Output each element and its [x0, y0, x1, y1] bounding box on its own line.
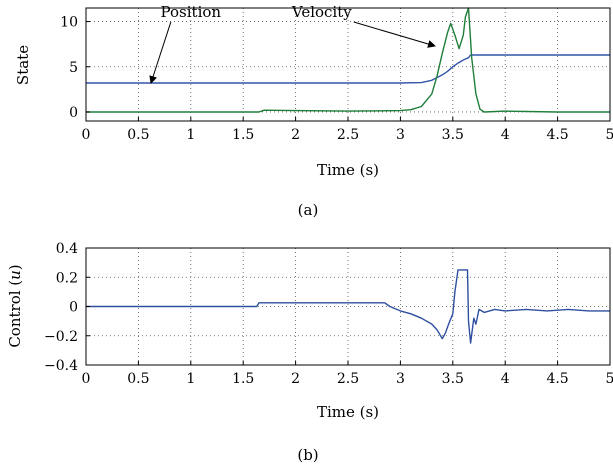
x-tick-label: 2.5 — [337, 127, 359, 143]
x-tick-label: 1.5 — [232, 371, 254, 387]
ticks-b: 0 0.5 1 1.5 2 2.5 3 3.5 4 4.5 5 0.4 0.2 0 −0.2 −0.4 — [44, 241, 613, 387]
x-tick-label: 4 — [501, 127, 510, 143]
y-tick-label: 0.2 — [56, 270, 78, 286]
x-tick-label: 5 — [606, 371, 613, 387]
annotation-label: Position — [161, 3, 222, 21]
x-tick-label: 0.5 — [127, 371, 149, 387]
x-tick-label: 4.5 — [546, 127, 568, 143]
series-b — [86, 269, 610, 344]
x-tick-label: 5 — [606, 127, 613, 143]
x-tick-label: 1.5 — [232, 127, 254, 143]
ticks-a: 0 0.5 1 1.5 2 2.5 3 3.5 4 4.5 5 0 5 10 — [60, 15, 613, 143]
x-tick-label: 1 — [186, 371, 195, 387]
x-tick-label: 3.5 — [442, 127, 464, 143]
x-tick-label: 0.5 — [127, 127, 149, 143]
annotations-a: Position Velocity — [149, 3, 436, 84]
x-tick-label: 4.5 — [546, 371, 568, 387]
x-tick-label: 0 — [82, 371, 91, 387]
x-axis-label-b: Time (s) — [317, 403, 379, 421]
panel-a: 0 0.5 1 1.5 2 2.5 3 3.5 4 4.5 5 0 5 10 Position Veloci… — [14, 3, 613, 219]
series-a — [86, 7, 610, 113]
x-tick-label: 3 — [396, 127, 405, 143]
x-tick-label: 0 — [82, 127, 91, 143]
x-tick-label: 3 — [396, 371, 405, 387]
x-tick-label: 2 — [291, 127, 300, 143]
y-tick-label: 5 — [69, 60, 78, 76]
y-tick-label: 10 — [60, 15, 78, 31]
series-line-b-0 — [86, 269, 610, 344]
series-line-a-1 — [86, 7, 610, 113]
annotation-arrow — [149, 21, 172, 84]
x-tick-label: 2 — [291, 371, 300, 387]
caption-a: (a) — [298, 201, 319, 219]
y-axis-label-a: State — [14, 45, 32, 85]
y-tick-label: −0.2 — [44, 329, 78, 345]
annotation-arrow — [353, 21, 436, 48]
series-line-a-0 — [86, 54, 610, 84]
y-tick-label: 0.4 — [56, 241, 78, 257]
y-axis-label-b: Control (u) — [6, 264, 24, 347]
panel-b: 0 0.5 1 1.5 2 2.5 3 3.5 4 4.5 5 0.4 0.2 0 −0.2 −0.4 Tim… — [6, 241, 613, 464]
x-tick-label: 4 — [501, 371, 510, 387]
annotation-label: Velocity — [291, 3, 352, 21]
x-tick-label: 1 — [186, 127, 195, 143]
x-tick-label: 3.5 — [442, 371, 464, 387]
y-tick-label: 0 — [69, 300, 78, 316]
caption-b: (b) — [297, 446, 318, 464]
y-tick-label: 0 — [69, 105, 78, 121]
x-axis-label-a: Time (s) — [317, 161, 379, 179]
grid-a — [86, 8, 610, 121]
y-tick-label: −0.4 — [44, 358, 78, 374]
x-tick-label: 2.5 — [337, 371, 359, 387]
